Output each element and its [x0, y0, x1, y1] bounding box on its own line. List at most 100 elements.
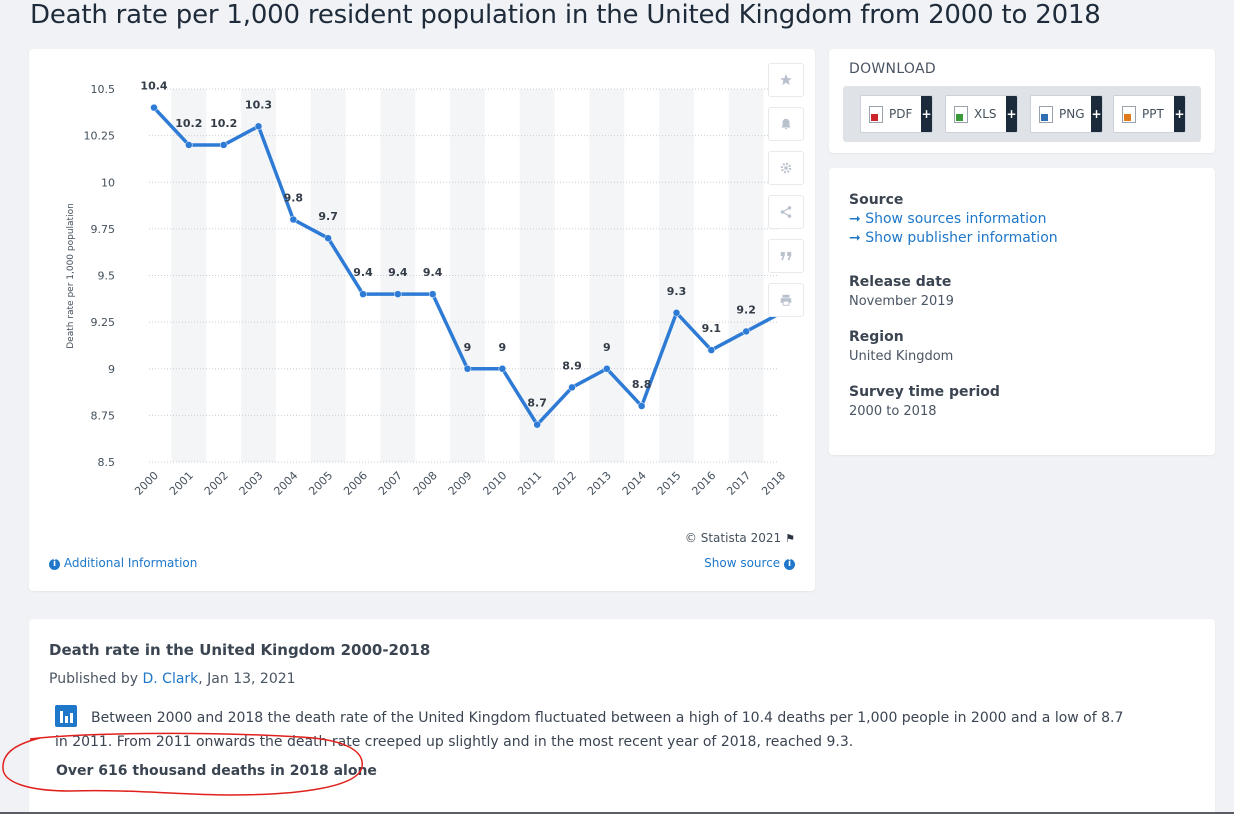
y-tick-label: 8.5 — [98, 456, 116, 469]
data-point — [219, 141, 228, 149]
data-label: 8.9 — [562, 359, 582, 372]
x-tick-label: 2005 — [306, 469, 335, 498]
survey-value: 2000 to 2018 — [849, 404, 937, 419]
arrow-right-icon: ➞ — [849, 211, 861, 227]
x-tick-label: 2012 — [550, 469, 579, 498]
bottom-divider — [0, 812, 1234, 814]
show-source-label: Show source — [704, 556, 781, 570]
download-panel: DOWNLOAD PDF + XLS + PNG + PPT + — [829, 49, 1215, 153]
data-label: 9.4 — [388, 266, 408, 279]
data-label: 9.4 — [353, 266, 373, 279]
x-tick-label: 2002 — [202, 469, 231, 498]
data-label: 9.3 — [667, 285, 687, 298]
gear-icon[interactable] — [768, 151, 804, 185]
copyright-text: © Statista 2021 — [684, 531, 782, 545]
data-label: 10.3 — [245, 98, 272, 111]
download-png-button[interactable]: PNG + — [1030, 95, 1103, 133]
download-xls-button[interactable]: XLS + — [945, 95, 1018, 133]
plus-icon: + — [1174, 96, 1185, 132]
x-tick-label: 2000 — [132, 469, 161, 498]
region-value: United Kingdom — [849, 349, 954, 364]
data-label: 9.4 — [423, 266, 443, 279]
data-label: 9.8 — [284, 192, 304, 205]
bell-icon[interactable] — [768, 107, 804, 141]
data-point — [498, 365, 507, 373]
png-file-icon — [1039, 105, 1053, 123]
x-tick-label: 2001 — [167, 469, 196, 498]
data-point — [707, 346, 716, 354]
pdf-file-icon — [869, 105, 883, 123]
xls-file-icon — [954, 105, 968, 123]
download-title: DOWNLOAD — [849, 61, 936, 77]
data-point — [742, 327, 750, 336]
additional-information-link[interactable]: i Additional Information — [49, 556, 197, 570]
download-png-label: PNG — [1059, 107, 1085, 121]
flag-icon: ⚑ — [785, 532, 795, 545]
release-heading: Release date — [849, 274, 952, 290]
copyright[interactable]: © Statista 2021 ⚑ — [685, 531, 795, 545]
description-subheading: Over 616 thousand deaths in 2018 alone — [56, 763, 377, 779]
data-point — [359, 290, 367, 298]
data-label: 8.7 — [527, 397, 547, 410]
show-source-link[interactable]: Show source i — [704, 556, 795, 570]
column-band — [589, 89, 625, 462]
published-date: , Jan 13, 2021 — [198, 671, 296, 687]
chart-card: 8.5 8.75 9 9.25 9.5 9.75 10 10.25 10.5 Death rate… — [29, 49, 815, 591]
quote-icon[interactable] — [768, 239, 804, 273]
column-band — [241, 89, 276, 462]
x-tick-label: 2004 — [271, 469, 300, 498]
show-sources-link[interactable]: ➞ Show sources information — [849, 211, 1058, 227]
release-value: November 2019 — [849, 294, 954, 309]
download-pdf-button[interactable]: PDF + — [860, 95, 933, 133]
download-bar: PDF + XLS + PNG + PPT + — [843, 86, 1201, 142]
data-label: 9.1 — [702, 322, 722, 335]
description-card: Death rate in the United Kingdom 2000-20… — [29, 619, 1215, 814]
y-tick-label: 10 — [101, 176, 115, 189]
y-tick-label: 9 — [108, 363, 115, 376]
show-publisher-link[interactable]: ➞ Show publisher information — [849, 230, 1058, 246]
arrow-right-icon: ➞ — [849, 230, 861, 246]
published-prefix: Published by — [49, 671, 139, 687]
region-heading: Region — [849, 329, 904, 345]
x-tick-label: 2008 — [411, 469, 440, 498]
source-heading: Source — [849, 192, 904, 208]
data-point — [568, 383, 576, 392]
info-icon: i — [784, 559, 795, 570]
y-tick-label: 10.25 — [84, 130, 116, 143]
column-band — [659, 89, 694, 462]
data-label: 9.2 — [736, 303, 756, 316]
star-icon[interactable] — [768, 63, 804, 97]
source-section: Source ➞ Show sources information ➞ Show… — [849, 192, 1058, 246]
description-text: Between 2000 and 2018 the death rate of … — [55, 710, 1124, 750]
data-label: 10.2 — [210, 117, 237, 130]
published-by: Published by D. Clark, Jan 13, 2021 — [49, 671, 296, 687]
x-tick-label: 2017 — [724, 469, 753, 498]
red-annotation-circle — [2, 732, 363, 796]
data-point — [463, 365, 472, 373]
plus-icon: + — [921, 96, 932, 132]
show-sources-label: Show sources information — [865, 211, 1047, 227]
line-chart: 8.5 8.75 9 9.25 9.5 9.75 10 10.25 10.5 Death rate… — [66, 80, 791, 498]
data-label: 9 — [499, 341, 507, 354]
download-pdf-label: PDF — [889, 107, 913, 121]
bar-chart-icon — [55, 705, 77, 727]
data-point — [637, 402, 646, 410]
y-tick-label: 8.75 — [91, 409, 116, 422]
x-tick-label: 2006 — [341, 469, 370, 498]
description-title: Death rate in the United Kingdom 2000-20… — [49, 641, 431, 659]
author-link[interactable]: D. Clark — [142, 671, 199, 687]
share-icon[interactable] — [768, 195, 804, 229]
x-tick-label: 2015 — [655, 469, 684, 498]
data-point — [428, 290, 437, 298]
data-label: 10.4 — [140, 80, 167, 93]
data-point — [185, 141, 193, 149]
print-icon[interactable] — [768, 283, 804, 317]
x-tick-label: 2003 — [237, 469, 266, 498]
data-point — [254, 122, 263, 131]
x-tick-label: 2016 — [689, 469, 718, 498]
download-ppt-button[interactable]: PPT + — [1113, 95, 1186, 133]
x-tick-label: 2018 — [759, 469, 788, 498]
data-point — [672, 309, 681, 317]
data-point — [603, 365, 611, 373]
chart-tools — [768, 63, 804, 327]
